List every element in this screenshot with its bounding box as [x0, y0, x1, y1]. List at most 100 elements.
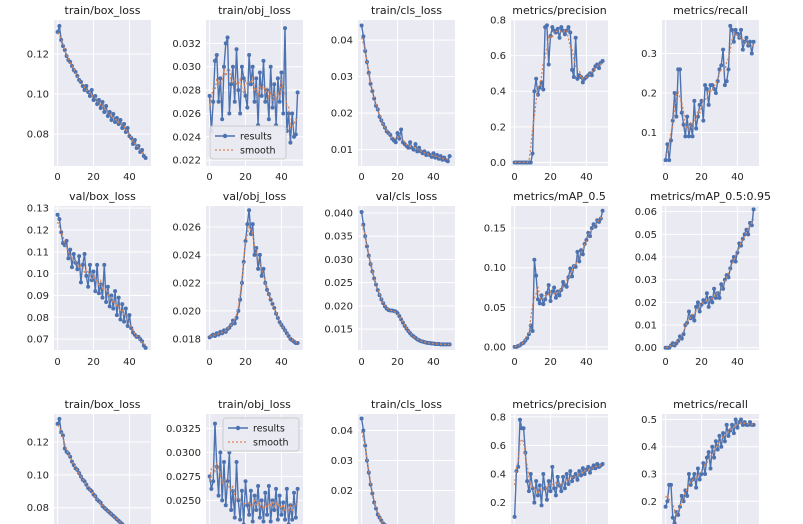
results-point [539, 293, 544, 298]
results-point [721, 47, 726, 52]
results-point [96, 98, 101, 102]
y-tick-label: 0.030 [324, 255, 353, 266]
results-point [530, 329, 535, 334]
results-point [247, 512, 252, 517]
results-point [104, 104, 109, 108]
results-point [95, 102, 100, 106]
results-point [704, 291, 709, 296]
legend-smooth-label: smooth [253, 438, 289, 449]
y-tick-label: 0.6 [490, 441, 506, 452]
results-point [692, 98, 697, 103]
results-point [577, 259, 582, 264]
results-line [208, 423, 299, 524]
x-tick-label: 40 [275, 172, 288, 183]
results-point [359, 210, 364, 215]
results-point [69, 265, 74, 270]
results-point [415, 149, 420, 154]
results-point [107, 110, 112, 114]
results-point [694, 126, 699, 131]
results-point [284, 486, 289, 491]
x-tick-label: 40 [275, 357, 288, 368]
results-point [220, 498, 225, 503]
results-point [64, 238, 69, 243]
results-point [422, 149, 427, 154]
results-point [238, 111, 243, 116]
results-point [277, 493, 282, 498]
results-point [692, 472, 697, 476]
results-point [118, 118, 123, 122]
results-point [710, 83, 715, 88]
results-point [562, 32, 567, 37]
y-tick-label: 0.040 [324, 208, 353, 219]
results-point [575, 477, 580, 482]
results-point [293, 132, 298, 137]
y-tick-label: 0.05 [484, 303, 506, 314]
y-tick-label: 0.04 [331, 36, 353, 47]
smooth-line [208, 68, 299, 130]
results-point [212, 58, 217, 63]
x-tick-label: 0 [358, 357, 364, 368]
y-tick-label: 0.4 [490, 87, 506, 98]
results-point [104, 300, 109, 304]
results-point [686, 309, 691, 314]
results-point [60, 433, 65, 438]
chart-title: metrics/precision [512, 4, 607, 17]
chart-title: train/box_loss [65, 4, 141, 17]
y-tick-label: 0.12 [27, 226, 49, 237]
results-point [111, 112, 116, 116]
results-point [95, 262, 100, 267]
results-point [293, 515, 298, 520]
x-tick-label: 20 [87, 172, 100, 183]
results-point [277, 99, 282, 104]
results-point [564, 472, 569, 476]
legend-results-marker [235, 425, 241, 431]
x-tick-label: 20 [695, 357, 708, 368]
results-point [82, 88, 87, 92]
results-point [573, 472, 578, 476]
results-point [71, 252, 76, 256]
results-point [393, 140, 398, 145]
results-point [270, 105, 275, 110]
x-tick-label: 20 [544, 357, 557, 368]
smooth-line [56, 221, 146, 346]
results-point [749, 223, 754, 228]
smooth-line [514, 29, 603, 164]
results-point [697, 102, 702, 107]
chart-title: metrics/precision [512, 398, 607, 411]
results-point [706, 304, 711, 309]
results-point [234, 47, 239, 52]
results-point [132, 138, 137, 142]
y-tick-label: 0.030 [172, 62, 201, 73]
results-point [232, 515, 237, 520]
results-point [120, 126, 125, 130]
x-tick-label: 0 [54, 357, 60, 368]
results-point [679, 110, 684, 115]
results-point [570, 67, 575, 72]
results-point [739, 417, 744, 422]
results-point [690, 134, 695, 139]
results-point [688, 482, 693, 487]
results-point [546, 479, 551, 484]
results-point [695, 466, 700, 471]
results-point [591, 463, 596, 468]
results-point [118, 317, 123, 322]
results-point [526, 489, 531, 494]
results-point [717, 433, 722, 438]
y-tick-label: 0.08 [27, 503, 49, 514]
results-point [580, 466, 585, 471]
y-tick-label: 0.026 [172, 109, 201, 120]
y-tick-label: 0.2 [641, 89, 657, 100]
y-tick-label: 0.10 [27, 269, 49, 280]
results-point [218, 450, 223, 455]
results-point [663, 504, 668, 509]
results-point [544, 23, 549, 28]
results-point [600, 462, 605, 466]
results-point [553, 493, 558, 498]
y-tick-label: 0.07 [27, 335, 49, 346]
results-point [550, 25, 555, 30]
y-tick-label: 0.022 [172, 278, 201, 289]
results-point [96, 291, 101, 296]
results-point [579, 248, 584, 253]
results-point [552, 486, 557, 491]
results-point [710, 444, 715, 449]
